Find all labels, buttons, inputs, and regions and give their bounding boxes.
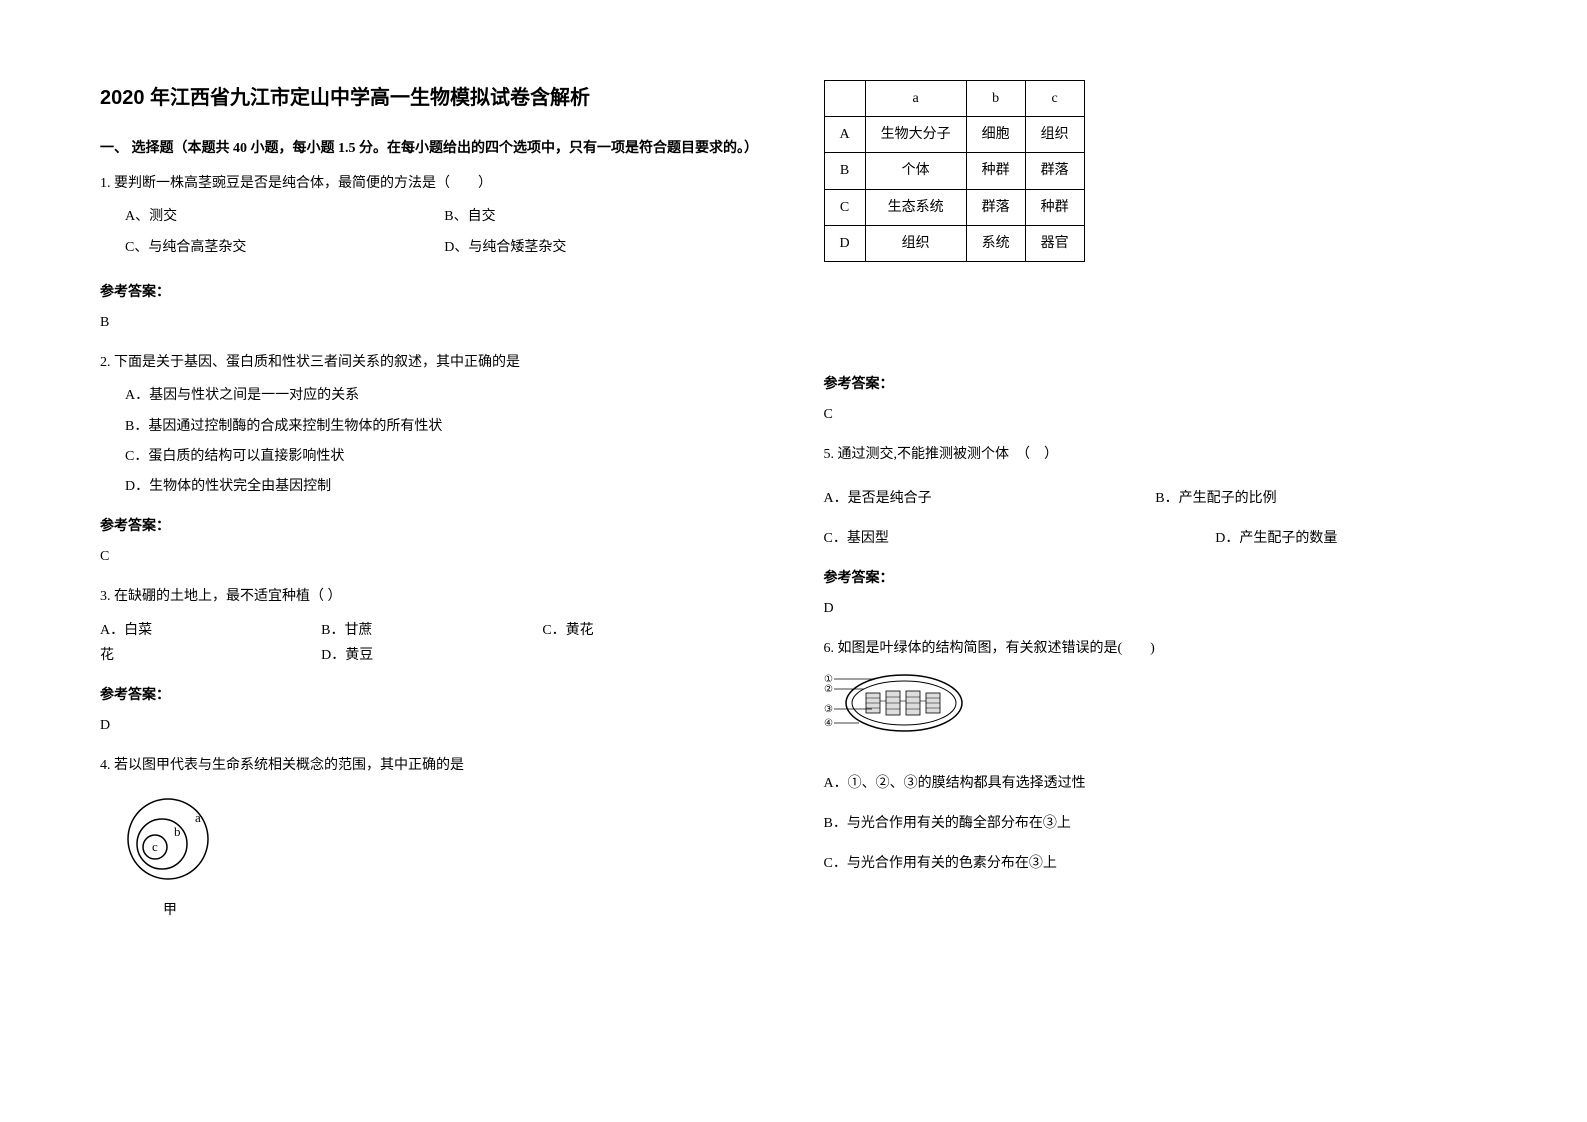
chloroplast-svg: ① ② ③ ④ (824, 671, 974, 736)
table-cell: B (824, 153, 865, 189)
q6-optB: B．与光合作用有关的酶全部分布在③上 (824, 811, 1488, 836)
exam-title: 2020 年江西省九江市定山中学高一生物模拟试卷含解析 (100, 80, 764, 116)
question-5: 5. 通过测交,不能推测被测个体 （ ） A．是否是纯合子 B．产生配子的比例 … (824, 442, 1488, 551)
table-row: B 个体 种群 群落 (824, 153, 1084, 189)
q1-optB: B、自交 (444, 204, 763, 229)
table-cell: 生物大分子 (865, 117, 966, 153)
chloro-label-2: ② (824, 684, 833, 695)
q5-optC: C．基因型 (824, 526, 1156, 551)
q2-options: A．基因与性状之间是一一对应的关系 B．基因通过控制酶的合成来控制生物体的所有性… (100, 383, 764, 499)
chloro-label-4: ④ (824, 718, 833, 729)
q5-answer-label: 参考答案： (824, 566, 1488, 591)
venn-svg: a b c (120, 794, 220, 884)
q4-answer-label: 参考答案： (824, 372, 1488, 397)
q1-optD: D、与纯合矮茎杂交 (444, 235, 763, 260)
q5-optD: D．产生配子的数量 (1155, 526, 1487, 551)
q2-answer-label: 参考答案： (100, 514, 764, 539)
q3-optB: B．甘蔗 (321, 618, 542, 643)
left-column: 2020 年江西省九江市定山中学高一生物模拟试卷含解析 一、 选择题（本题共 4… (100, 80, 764, 938)
q5-options-row1: A．是否是纯合子 B．产生配子的比例 (824, 486, 1488, 511)
question-4: 4. 若以图甲代表与生命系统相关概念的范围，其中正确的是 a b c 甲 (100, 753, 764, 923)
q1-answer: B (100, 310, 764, 335)
table-cell: 细胞 (966, 117, 1025, 153)
table-cell: D (824, 225, 865, 261)
chloro-label-3: ③ (824, 704, 833, 715)
q3-optC2: 花 (100, 643, 321, 668)
q3-text: 3. 在缺硼的土地上，最不适宜种植（ ） (100, 584, 764, 609)
q2-optA: A．基因与性状之间是一一对应的关系 (125, 383, 764, 408)
table-row: A 生物大分子 细胞 组织 (824, 117, 1084, 153)
q2-optB: B．基因通过控制酶的合成来控制生物体的所有性状 (125, 414, 764, 439)
table-cell: 系统 (966, 225, 1025, 261)
table-cell: 种群 (1025, 189, 1084, 225)
venn-label-c: c (152, 839, 158, 854)
q2-optC: C．蛋白质的结构可以直接影响性状 (125, 444, 764, 469)
q1-options: A、测交 B、自交 C、与纯合高茎杂交 D、与纯合矮茎杂交 (100, 204, 764, 264)
table-header-row: a b c (824, 81, 1084, 117)
table-cell: b (966, 81, 1025, 117)
q1-optA: A、测交 (125, 204, 444, 229)
question-1: 1. 要判断一株高茎豌豆是否是纯合体，最简便的方法是（ ） A、测交 B、自交 … (100, 171, 764, 265)
spacer (824, 282, 1488, 362)
q5-optA: A．是否是纯合子 (824, 486, 1156, 511)
q5-text: 5. 通过测交,不能推测被测个体 （ ） (824, 442, 1488, 467)
venn-diagram: a b c (120, 794, 764, 893)
question-2: 2. 下面是关于基因、蛋白质和性状三者间关系的叙述，其中正确的是 A．基因与性状… (100, 350, 764, 499)
q2-optD: D．生物体的性状完全由基因控制 (125, 474, 764, 499)
question-6: 6. 如图是叶绿体的结构简图，有关叙述错误的是( ) (824, 636, 1488, 876)
q6-text: 6. 如图是叶绿体的结构简图，有关叙述错误的是( ) (824, 636, 1488, 661)
q4-text: 4. 若以图甲代表与生命系统相关概念的范围，其中正确的是 (100, 753, 764, 778)
q3-optD: D．黄豆 (321, 643, 542, 668)
q6-optA: A．①、②、③的膜结构都具有选择透过性 (824, 771, 1488, 796)
table-cell: 生态系统 (865, 189, 966, 225)
chloroplast-diagram: ① ② ③ ④ (824, 671, 1488, 745)
q4-table: a b c A 生物大分子 细胞 组织 B 个体 种群 群落 C 生态系统 群落… (824, 80, 1085, 262)
q3-optC: C．黄花 (542, 618, 763, 643)
table-cell: 器官 (1025, 225, 1084, 261)
table-row: D 组织 系统 器官 (824, 225, 1084, 261)
section-header: 一、 选择题（本题共 40 小题，每小题 1.5 分。在每小题给出的四个选项中，… (100, 136, 764, 161)
q3-options: A．白菜 B．甘蔗 C．黄花 花 D．黄豆 (100, 618, 764, 668)
table-cell (824, 81, 865, 117)
q4-answer: C (824, 402, 1488, 427)
q1-text: 1. 要判断一株高茎豌豆是否是纯合体，最简便的方法是（ ） (100, 171, 764, 196)
right-column: a b c A 生物大分子 细胞 组织 B 个体 种群 群落 C 生态系统 群落… (824, 80, 1488, 938)
q1-answer-label: 参考答案： (100, 280, 764, 305)
venn-label-b: b (174, 824, 181, 839)
question-3: 3. 在缺硼的土地上，最不适宜种植（ ） A．白菜 B．甘蔗 C．黄花 花 D．… (100, 584, 764, 668)
table-cell: 组织 (1025, 117, 1084, 153)
table-cell: 群落 (966, 189, 1025, 225)
q3-optA: A．白菜 (100, 618, 321, 643)
q5-optB: B．产生配子的比例 (1155, 486, 1487, 511)
q1-optC: C、与纯合高茎杂交 (125, 235, 444, 260)
table-cell: 群落 (1025, 153, 1084, 189)
q5-options-row2: C．基因型 D．产生配子的数量 (824, 526, 1488, 551)
table-cell: 组织 (865, 225, 966, 261)
q2-answer: C (100, 544, 764, 569)
table-cell: c (1025, 81, 1084, 117)
venn-label-a: a (195, 810, 201, 825)
table-cell: A (824, 117, 865, 153)
q3-answer: D (100, 713, 764, 738)
table-cell: C (824, 189, 865, 225)
table-cell: 种群 (966, 153, 1025, 189)
page-container: 2020 年江西省九江市定山中学高一生物模拟试卷含解析 一、 选择题（本题共 4… (100, 80, 1487, 938)
venn-caption: 甲 (120, 898, 220, 923)
table-cell: a (865, 81, 966, 117)
q6-optC: C．与光合作用有关的色素分布在③上 (824, 851, 1488, 876)
table-row: C 生态系统 群落 种群 (824, 189, 1084, 225)
q3-answer-label: 参考答案： (100, 683, 764, 708)
table-cell: 个体 (865, 153, 966, 189)
q5-answer: D (824, 596, 1488, 621)
q2-text: 2. 下面是关于基因、蛋白质和性状三者间关系的叙述，其中正确的是 (100, 350, 764, 375)
